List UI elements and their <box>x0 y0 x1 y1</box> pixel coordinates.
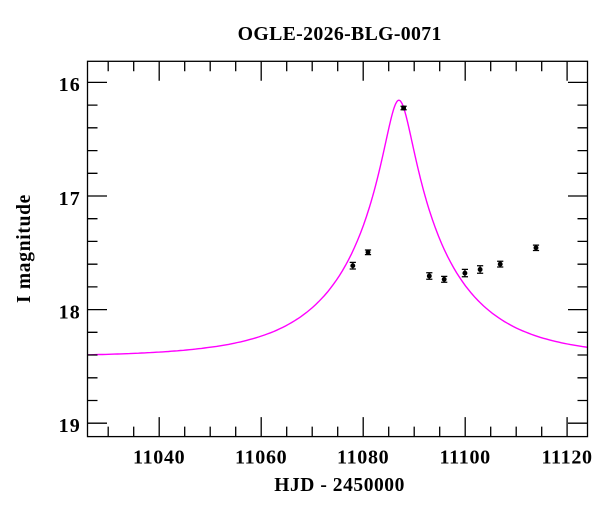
svg-text:11060: 11060 <box>235 446 287 468</box>
svg-text:16: 16 <box>59 74 81 96</box>
svg-text:18: 18 <box>59 301 81 323</box>
svg-text:11120: 11120 <box>541 446 592 468</box>
svg-text:11080: 11080 <box>337 446 389 468</box>
svg-text:OGLE-2026-BLG-0071: OGLE-2026-BLG-0071 <box>238 23 442 45</box>
svg-text:HJD - 2450000: HJD - 2450000 <box>274 475 405 496</box>
svg-text:I magnitude: I magnitude <box>14 194 35 303</box>
svg-text:17: 17 <box>59 188 81 210</box>
svg-text:11100: 11100 <box>440 446 491 468</box>
svg-text:19: 19 <box>59 415 81 437</box>
svg-text:11040: 11040 <box>133 446 185 468</box>
